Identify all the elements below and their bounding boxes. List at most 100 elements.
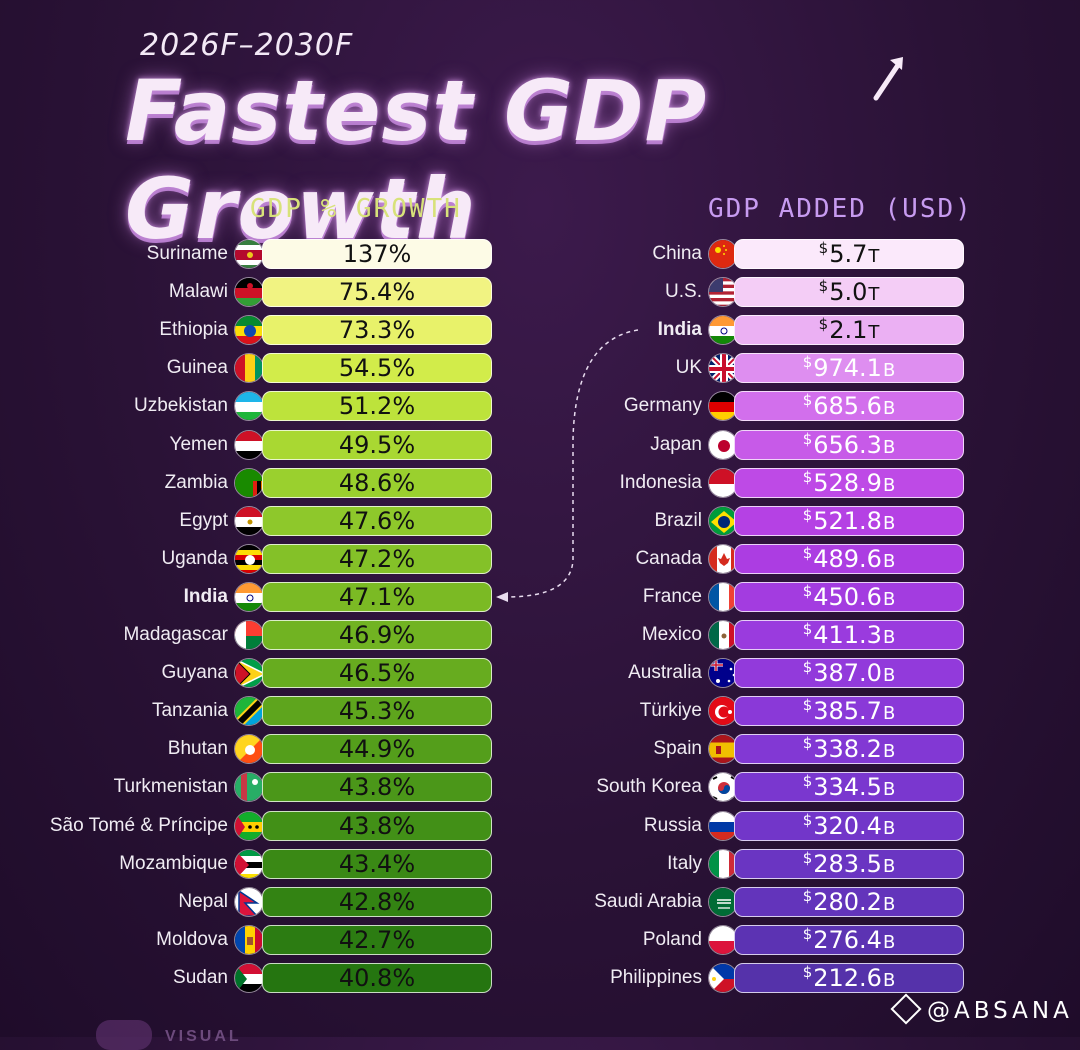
bar: $5.7 T xyxy=(734,239,964,269)
bar-value-label: 387.0 xyxy=(813,659,882,687)
country-label: Uganda xyxy=(161,548,228,569)
mozambique-flag-icon xyxy=(234,849,264,879)
bar-value-label: 46.9% xyxy=(338,621,416,649)
bar: $280.2 B xyxy=(734,887,964,917)
yemen-flag-icon xyxy=(234,430,264,460)
country-label: Uzbekistan xyxy=(134,395,228,416)
country-label: Italy xyxy=(667,853,702,874)
bar: 43.8% xyxy=(262,811,492,841)
currency-symbol: $ xyxy=(802,582,813,600)
bar-value-label: 45.3% xyxy=(338,697,416,725)
currency-symbol: $ xyxy=(818,239,829,257)
bar-value-label: 385.7 xyxy=(813,697,882,725)
bar-value-label: 334.5 xyxy=(813,773,882,801)
watermark-text: @ABSANA xyxy=(927,998,1073,1024)
bar-unit-label: B xyxy=(882,817,896,839)
currency-symbol: $ xyxy=(802,506,813,524)
india-flag-icon xyxy=(234,582,264,612)
country-label: Türkiye xyxy=(639,700,702,721)
bar-value-label: 75.4% xyxy=(338,278,416,306)
watermark: @ABSANA xyxy=(890,993,1073,1025)
bar-value-label: 47.2% xyxy=(338,545,416,573)
japan-flag-icon xyxy=(708,430,738,460)
bar-unit-label: B xyxy=(882,626,896,648)
bar-value-label: 40.8% xyxy=(338,964,416,992)
currency-symbol: $ xyxy=(802,430,813,448)
diamond-icon xyxy=(890,993,922,1025)
bar: $521.8 B xyxy=(734,506,964,536)
country-label: Madagascar xyxy=(123,624,228,645)
bar-unit-label: B xyxy=(882,931,896,953)
bar: 49.5% xyxy=(262,430,492,460)
bar: $338.2 B xyxy=(734,734,964,764)
country-label: Japan xyxy=(650,434,702,455)
bar-unit-label: T xyxy=(868,283,880,305)
bar-value-label: 42.7% xyxy=(338,926,416,954)
currency-symbol: $ xyxy=(802,887,813,905)
country-label: Sudan xyxy=(173,967,228,988)
country-label: Bhutan xyxy=(167,738,228,759)
bar: 43.4% xyxy=(262,849,492,879)
country-label: Brazil xyxy=(654,510,702,531)
bar: $320.4 B xyxy=(734,811,964,841)
bar: $489.6 B xyxy=(734,544,964,574)
country-label: Ethiopia xyxy=(159,319,228,340)
bar: $283.5 B xyxy=(734,849,964,879)
bar-unit-label: T xyxy=(868,321,880,343)
bar-value-label: 137% xyxy=(342,240,412,268)
country-label: Nepal xyxy=(178,891,228,912)
bar-unit-label: B xyxy=(882,474,896,496)
currency-symbol: $ xyxy=(802,811,813,829)
bar-unit-label: B xyxy=(882,740,896,762)
bhutan-flag-icon xyxy=(234,734,264,764)
country-label: Egypt xyxy=(179,510,228,531)
bar: $2.1 T xyxy=(734,315,964,345)
philippines-flag-icon xyxy=(708,963,738,993)
moldova-flag-icon xyxy=(234,925,264,955)
bar-unit-label: B xyxy=(882,359,896,381)
bar: $276.4 B xyxy=(734,925,964,955)
zambia-flag-icon xyxy=(234,468,264,498)
growth-column-header: GDP % GROWTH xyxy=(250,194,462,224)
country-label: Turkmenistan xyxy=(113,776,228,797)
bar-value-label: 43.4% xyxy=(338,850,416,878)
bar-value-label: 47.1% xyxy=(338,583,416,611)
bar-unit-label: B xyxy=(882,512,896,534)
bar: 47.6% xyxy=(262,506,492,536)
bar: 40.8% xyxy=(262,963,492,993)
bar-value-label: 5.0 xyxy=(829,278,868,306)
bar: $450.6 B xyxy=(734,582,964,612)
bar-value-label: 49.5% xyxy=(338,431,416,459)
bar-value-label: 212.6 xyxy=(813,964,882,992)
bar-unit-label: B xyxy=(882,893,896,915)
bar: $212.6 B xyxy=(734,963,964,993)
bar: 45.3% xyxy=(262,696,492,726)
currency-symbol: $ xyxy=(802,734,813,752)
country-label: Poland xyxy=(642,929,702,950)
turkmenistan-flag-icon xyxy=(234,772,264,802)
bar: 73.3% xyxy=(262,315,492,345)
country-label: Mozambique xyxy=(119,853,228,874)
bar-unit-label: B xyxy=(882,969,896,991)
nepal-flag-icon xyxy=(234,887,264,917)
bar: $5.0 T xyxy=(734,277,964,307)
bar-unit-label: B xyxy=(882,778,896,800)
bar-value-label: 656.3 xyxy=(813,431,882,459)
currency-symbol: $ xyxy=(802,849,813,867)
guyana-flag-icon xyxy=(234,658,264,688)
bar: 75.4% xyxy=(262,277,492,307)
country-label: Guinea xyxy=(166,357,228,378)
indonesia-flag-icon xyxy=(708,468,738,498)
currency-symbol: $ xyxy=(802,468,813,486)
uzbekistan-flag-icon xyxy=(234,391,264,421)
currency-symbol: $ xyxy=(802,620,813,638)
malawi-flag-icon xyxy=(234,277,264,307)
bar: $334.5 B xyxy=(734,772,964,802)
currency-symbol: $ xyxy=(802,925,813,943)
country-label: Indonesia xyxy=(619,472,702,493)
bar-value-label: 280.2 xyxy=(813,888,882,916)
bar: 48.6% xyxy=(262,468,492,498)
bar-value-label: 320.4 xyxy=(813,812,882,840)
uganda-flag-icon xyxy=(234,544,264,574)
bar-value-label: 2.1 xyxy=(829,316,868,344)
